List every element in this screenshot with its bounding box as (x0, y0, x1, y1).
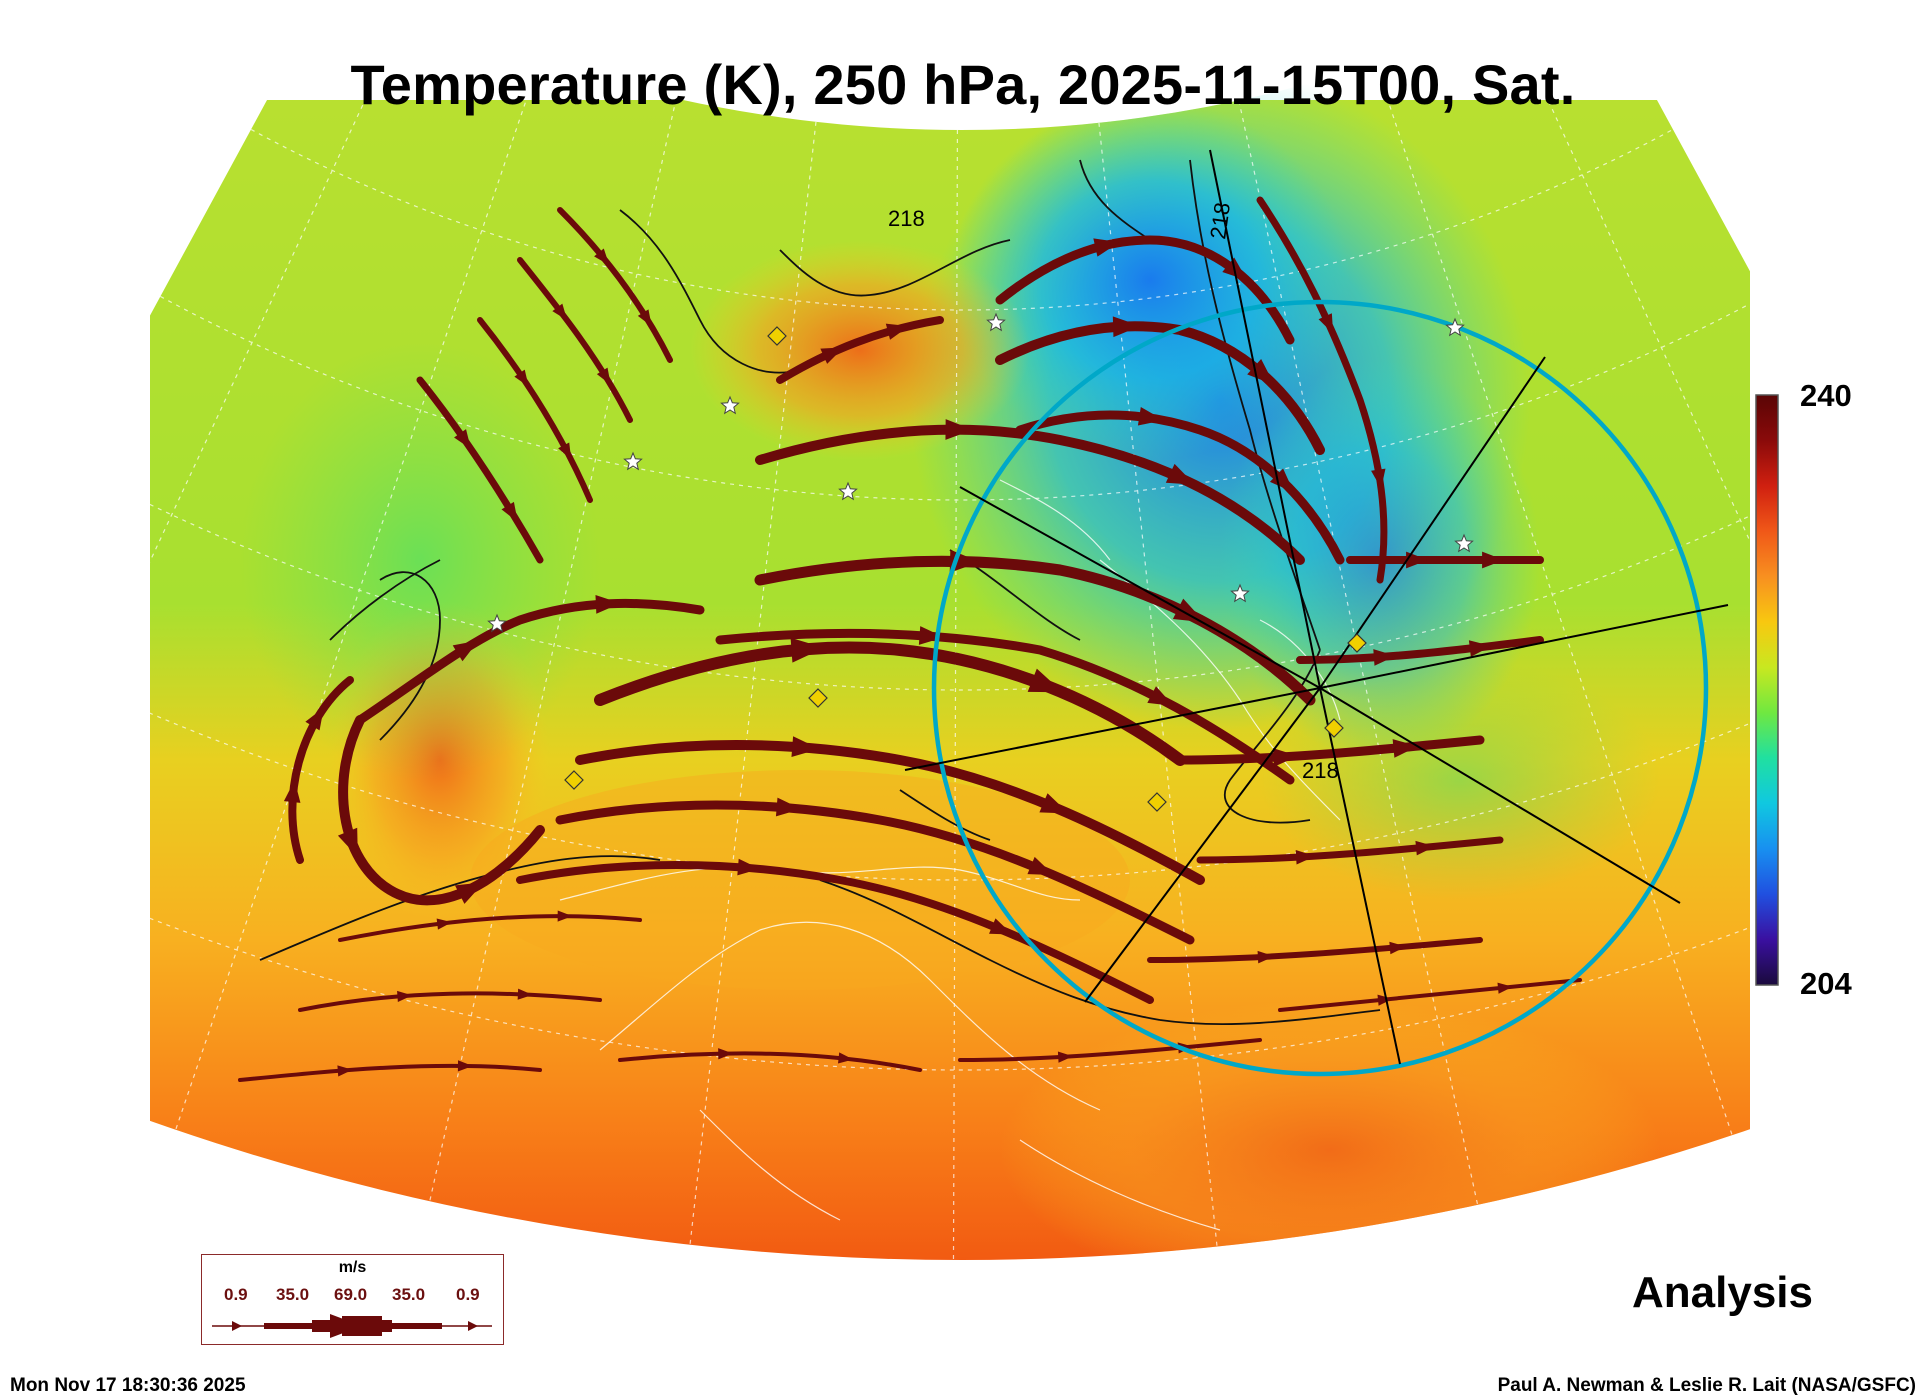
streamline (288, 676, 354, 864)
streamline (1296, 636, 1544, 664)
radial-line (1319, 356, 1546, 689)
footer-timestamp: Mon Nov 17 18:30:36 2025 (10, 1375, 246, 1396)
streamline (1175, 735, 1485, 765)
star-marker (1230, 583, 1250, 603)
streamline (1015, 410, 1345, 565)
colorbar (1755, 394, 1779, 986)
contour-label: 218 (1302, 758, 1339, 783)
diamond-marker (564, 770, 584, 790)
legend-speed: 35.0 (276, 1285, 310, 1304)
streamline (958, 1038, 1262, 1062)
contour-label: 218 (1205, 201, 1235, 241)
streamline (776, 316, 944, 384)
legend-speed: 69.0 (334, 1285, 368, 1304)
streamline (1196, 836, 1504, 864)
radial-line (1319, 687, 1681, 904)
colorbar-max-label: 240 (1800, 378, 1852, 413)
circle-marker (931, 299, 1709, 1077)
streamline (338, 715, 545, 906)
legend-unit: m/s (338, 1259, 367, 1276)
radial-line (1084, 687, 1321, 1003)
legend-arrow-scale (212, 1314, 492, 1338)
star-marker (838, 481, 858, 501)
star-marker (720, 395, 740, 415)
panel-label: Analysis (1632, 1268, 1813, 1317)
diamond-marker (767, 326, 787, 346)
streamline (594, 641, 1186, 766)
radial-line (1319, 604, 1729, 689)
contour-label: 218 (888, 206, 925, 231)
star-marker (1454, 533, 1474, 553)
streamline (238, 1063, 542, 1082)
star-marker (986, 312, 1006, 332)
chart-title: Temperature (K), 250 hPa, 2025-11-15T00,… (350, 53, 1576, 116)
radial-line (1209, 149, 1321, 689)
streamline (516, 861, 1154, 1004)
radial-line (1319, 687, 1401, 1065)
streamline (1147, 937, 1483, 963)
streamline (338, 914, 642, 942)
streamline (555, 800, 1195, 945)
streamline (355, 598, 705, 725)
streamline (995, 235, 1295, 345)
diamond-marker (1324, 718, 1344, 738)
streamline (755, 424, 1305, 565)
streamline (618, 1051, 922, 1072)
diamond-marker (1147, 792, 1167, 812)
legend-speed: 0.9 (456, 1285, 480, 1304)
legend-speed: 35.0 (392, 1285, 426, 1304)
streamline (477, 317, 593, 503)
streamline (517, 257, 633, 423)
temperature-field (0, 7, 1926, 1261)
wind-speed-legend: m/s 0.9 35.0 69.0 35.0 0.9 (201, 1254, 504, 1345)
colorbar-min-label: 204 (1800, 966, 1852, 1001)
streamline (416, 376, 544, 564)
streamline (1278, 978, 1582, 1012)
streamline (557, 207, 673, 363)
legend-speed: 0.9 (224, 1285, 248, 1304)
streamline (298, 991, 602, 1012)
star-marker (623, 451, 643, 471)
map-overlay (487, 149, 1729, 1077)
radial-line (959, 486, 1321, 689)
star-marker (487, 613, 507, 633)
diamond-marker (808, 688, 828, 708)
streamline (715, 628, 1295, 785)
star-marker (1445, 317, 1465, 337)
streamline (1256, 196, 1388, 584)
footer-credit: Paul A. Newman & Leslie R. Lait (NASA/GS… (1497, 1375, 1916, 1396)
streamline (575, 740, 1205, 885)
radial-line (904, 687, 1321, 771)
diamond-marker (1347, 633, 1367, 653)
